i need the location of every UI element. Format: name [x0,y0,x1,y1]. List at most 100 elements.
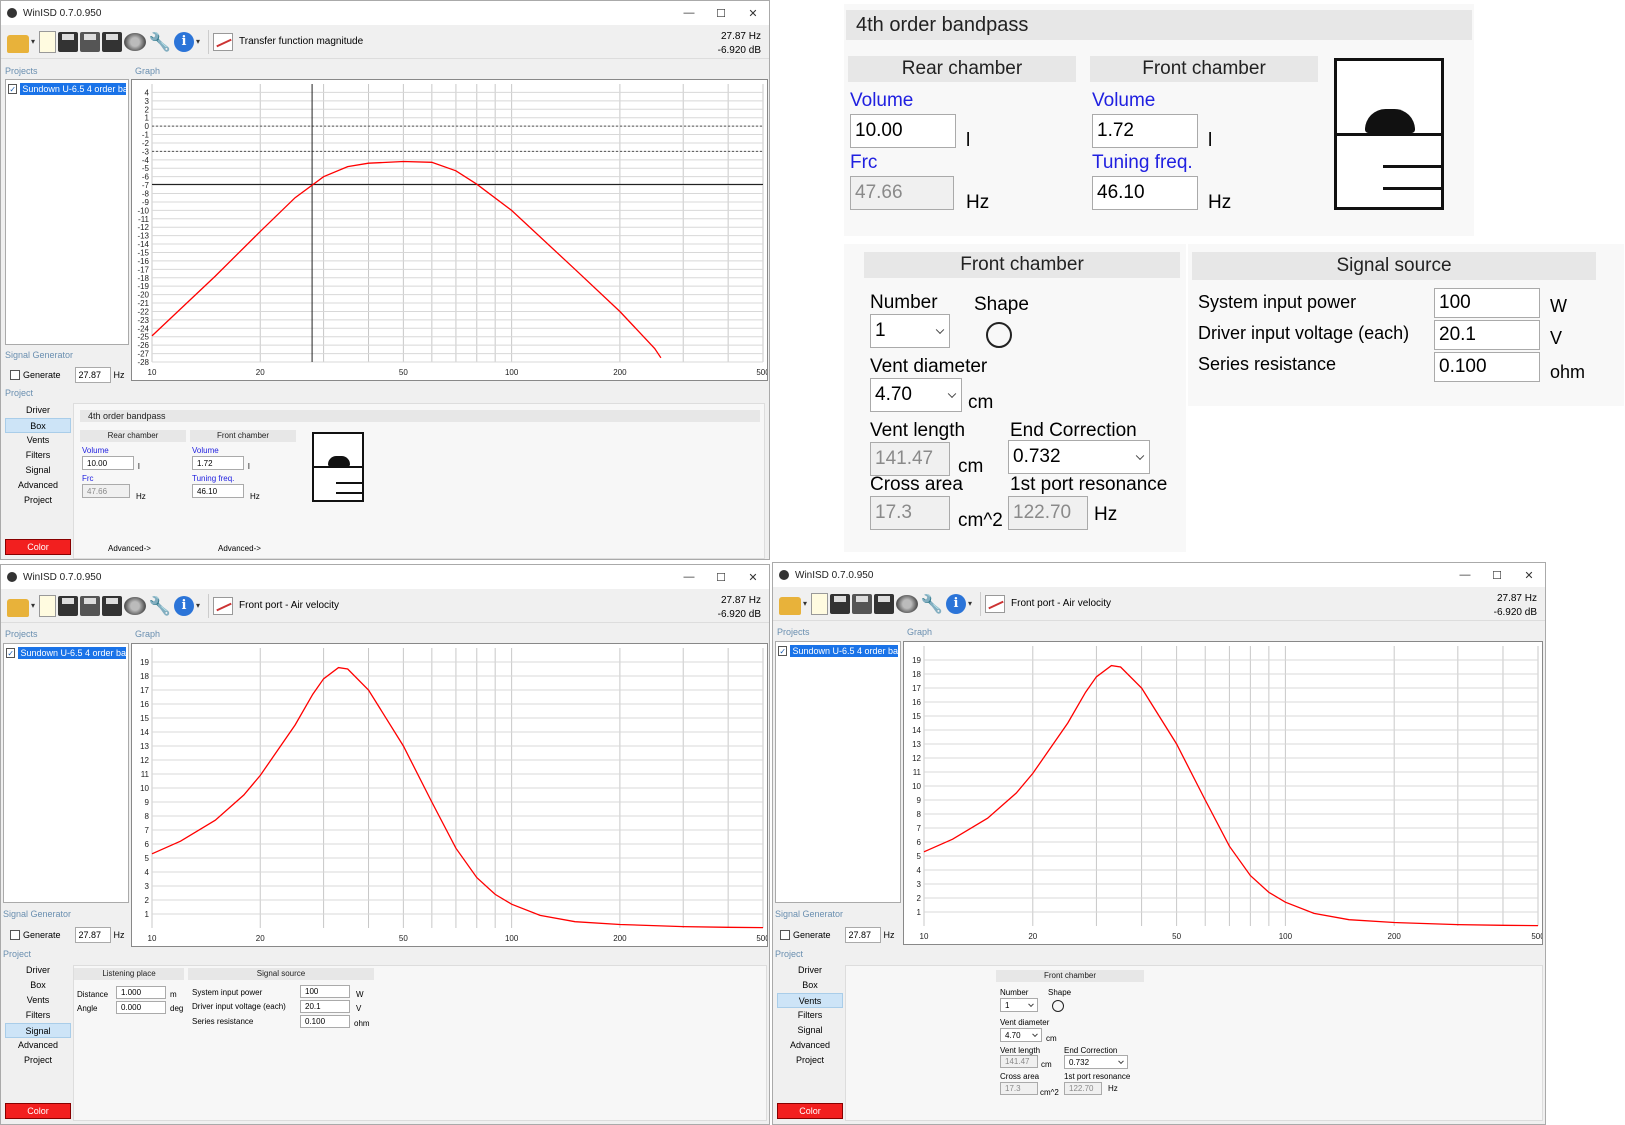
rear-advanced-link[interactable]: Advanced-> [108,544,151,553]
graph-area[interactable]: 1 2 3 4 5 6 7 8 9 10 11 12 13 14 15 16 17 18 19 10 20 50 100 20… [131,643,769,947]
tuning-input[interactable]: 46.10 [192,484,244,498]
vent-diameter-select[interactable]: 4.70 [870,378,962,412]
driver-icon[interactable] [124,596,147,615]
resistance-input[interactable]: 0.100 [1434,352,1540,382]
dropdown-arrow-icon[interactable]: ▾ [31,601,36,610]
nav-advanced[interactable]: Advanced [17,1040,59,1050]
chart-icon[interactable] [213,596,234,615]
nav-signal[interactable]: Signal [25,465,51,475]
nav-vents[interactable]: Vents [777,993,843,1008]
round-shape-icon[interactable] [1052,1000,1064,1012]
save-icon[interactable] [58,31,79,52]
graph-title[interactable]: Transfer function magnitude [239,36,364,47]
open-folder-icon[interactable] [779,596,801,615]
resistance-input[interactable]: 0.100 [300,1015,350,1028]
angle-input[interactable]: 0.000 [116,1001,166,1014]
save-all-icon[interactable] [102,595,123,616]
info-icon[interactable]: i [174,595,195,616]
project-name[interactable]: Sundown U-6.5 4 order ban [20,82,126,95]
generate-checkbox[interactable] [10,370,20,380]
wrench-icon[interactable]: 🔧 [920,593,944,614]
driver-icon[interactable] [124,32,147,51]
minimize-button[interactable]: — [683,7,695,19]
nav-filters[interactable]: Filters [797,1010,823,1020]
front-advanced-link[interactable]: Advanced-> [218,544,261,553]
new-document-icon[interactable] [39,30,57,53]
edit-icon[interactable] [80,595,101,616]
save-all-icon[interactable] [874,593,895,614]
end-correction-select[interactable]: 0.732 [1064,1055,1128,1069]
power-input[interactable]: 100 [300,985,350,998]
open-folder-icon[interactable] [7,598,29,617]
project-checkbox[interactable]: ✓ [6,647,16,658]
close-button[interactable]: ✕ [748,571,758,584]
generate-checkbox[interactable] [10,930,20,940]
nav-box[interactable]: Box [30,980,46,990]
save-icon[interactable] [830,593,851,614]
dropdown-arrow-icon[interactable]: ▾ [196,37,201,46]
maximize-button[interactable]: ☐ [716,571,726,584]
distance-input[interactable]: 1.000 [116,986,166,999]
wrench-icon[interactable]: 🔧 [148,595,172,616]
nav-project[interactable]: Project [795,1055,824,1065]
color-button[interactable]: Color [5,539,71,555]
nav-driver[interactable]: Driver [26,965,50,975]
maximize-button[interactable]: ☐ [1492,569,1502,582]
project-item[interactable]: ✓ Sundown U-6.5 4 order ban [778,644,898,657]
save-icon[interactable] [58,595,79,616]
new-document-icon[interactable] [811,592,829,615]
transfer-function-chart[interactable]: 43210-1-2-3-4-5-6-7-8-9-10-11-12-13-14-1… [132,80,769,380]
color-button[interactable]: Color [5,1103,71,1119]
save-all-icon[interactable] [102,31,123,52]
nav-signal[interactable]: Signal [797,1025,823,1035]
number-select[interactable]: 1 [1000,998,1038,1012]
nav-box[interactable]: Box [5,418,71,433]
project-item[interactable]: ✓ Sundown U-6.5 4 order ban [6,646,126,659]
front-volume-input[interactable]: 1.72 [192,456,244,470]
color-button[interactable]: Color [777,1103,843,1119]
open-folder-icon[interactable] [7,34,29,53]
chart-icon[interactable] [985,594,1006,613]
nav-filters[interactable]: Filters [25,450,51,460]
nav-box[interactable]: Box [802,980,818,990]
power-input[interactable]: 100 [1434,288,1540,318]
round-shape-icon[interactable] [986,322,1012,348]
edit-icon[interactable] [852,593,873,614]
new-document-icon[interactable] [39,594,57,617]
minimize-button[interactable]: — [683,571,695,583]
siggen-frequency-input[interactable]: 27.87 [74,367,111,383]
nav-filters[interactable]: Filters [25,1010,51,1020]
graph-title[interactable]: Front port - Air velocity [239,600,340,611]
project-checkbox[interactable]: ✓ [778,645,788,656]
graph-area[interactable]: 1 2 3 4 5 6 7 8 9 10 11 12 13 14 15 16 17 18 19 10 20 50 100 20… [903,641,1545,945]
nav-driver[interactable]: Driver [798,965,822,975]
edit-icon[interactable] [80,31,101,52]
dropdown-arrow-icon[interactable]: ▾ [803,599,808,608]
nav-signal[interactable]: Signal [5,1023,71,1038]
close-button[interactable]: ✕ [748,7,758,20]
project-name[interactable]: Sundown U-6.5 4 order ban [790,644,898,657]
dropdown-arrow-icon[interactable]: ▾ [968,599,973,608]
wrench-icon[interactable]: 🔧 [148,31,172,52]
project-item[interactable]: ✓ Sundown U-6.5 4 order ban [8,82,126,95]
nav-advanced[interactable]: Advanced [789,1040,831,1050]
nav-advanced[interactable]: Advanced [17,480,59,490]
info-icon[interactable]: i [946,593,967,614]
dropdown-arrow-icon[interactable]: ▾ [196,601,201,610]
rear-volume-input[interactable]: 10.00 [82,456,134,470]
generate-checkbox[interactable] [780,930,790,940]
nav-vents[interactable]: Vents [26,435,50,445]
number-select[interactable]: 1 [870,314,950,348]
close-button[interactable]: ✕ [1524,569,1534,582]
nav-project[interactable]: Project [23,1055,52,1065]
front-volume-input[interactable]: 1.72 [1092,114,1198,148]
project-name[interactable]: Sundown U-6.5 4 order ban [18,646,126,659]
tuning-input[interactable]: 46.10 [1092,176,1198,210]
graph-area[interactable]: 4 3 2 1 0 -1 -2 -3 -4 -5 -6 -7 -8 -9 -10 -11 -12 -13 -14 -1… [131,79,769,381]
end-correction-select[interactable]: 0.732 [1008,440,1150,474]
dropdown-arrow-icon[interactable]: ▾ [31,37,36,46]
graph-title[interactable]: Front port - Air velocity [1011,598,1112,609]
maximize-button[interactable]: ☐ [716,7,726,20]
